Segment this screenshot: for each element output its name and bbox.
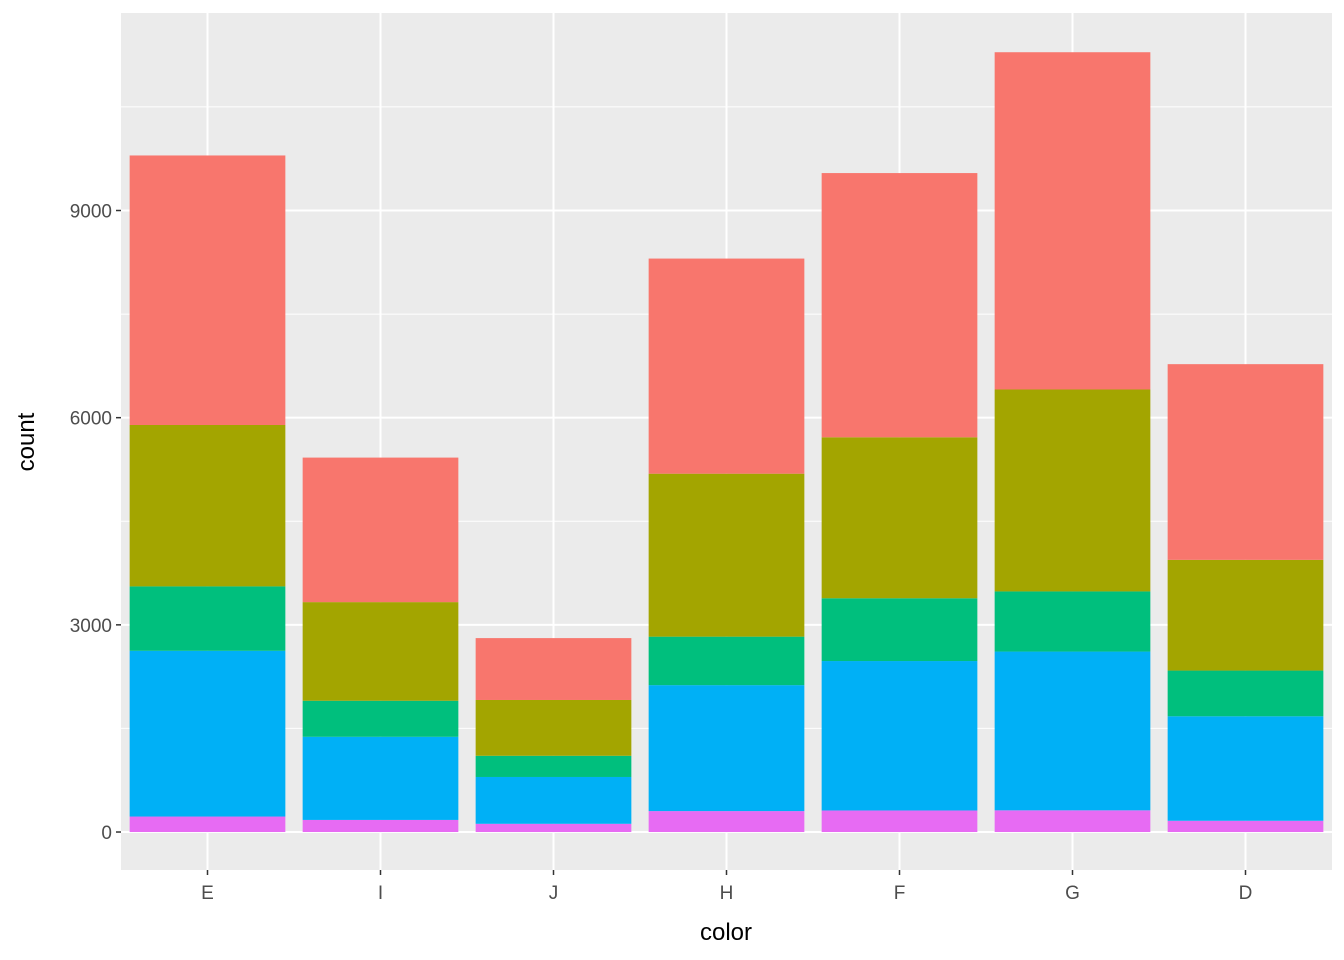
- bar-segment-D-3: [1167, 559, 1324, 671]
- bar-segment-I-1: [302, 736, 459, 820]
- y-axis-title: count: [13, 412, 40, 471]
- bar-segment-E-2: [129, 586, 286, 651]
- bar-segment-I-3: [302, 602, 459, 701]
- x-tick-label: I: [378, 883, 383, 904]
- bar-segment-G-4: [994, 52, 1151, 390]
- y-axis: 0 3000 6000 9000: [70, 202, 121, 844]
- bar-segment-I-4: [302, 457, 459, 603]
- bar-segment-H-2: [648, 636, 805, 686]
- bar-segment-E-0: [129, 816, 286, 833]
- bar-segment-I-2: [302, 700, 459, 737]
- x-tick-label: F: [894, 883, 906, 904]
- bar-segment-J-1: [475, 776, 632, 824]
- x-tick-label: H: [720, 883, 734, 904]
- bar-segment-F-1: [821, 661, 978, 811]
- bar-segment-E-1: [129, 650, 286, 817]
- bar-segment-I-0: [302, 819, 459, 833]
- bar-segment-F-3: [821, 437, 978, 599]
- x-axis-title: color: [700, 919, 752, 946]
- bar-segment-G-2: [994, 591, 1151, 652]
- x-tick-label: G: [1065, 883, 1080, 904]
- bar-segment-J-2: [475, 755, 632, 777]
- bar-segment-D-0: [1167, 820, 1324, 833]
- bars: [129, 52, 1324, 833]
- x-tick-label: E: [201, 883, 214, 904]
- bar-segment-E-3: [129, 424, 286, 587]
- bar-segment-D-4: [1167, 364, 1324, 560]
- bar-segment-D-1: [1167, 716, 1324, 821]
- bar-segment-G-1: [994, 651, 1151, 811]
- bar-segment-J-4: [475, 638, 632, 700]
- bar-segment-E-4: [129, 155, 286, 425]
- x-tick-label: D: [1239, 883, 1253, 904]
- bar-segment-F-4: [821, 173, 978, 438]
- bar-segment-H-3: [648, 473, 805, 637]
- bar-segment-G-3: [994, 389, 1151, 592]
- bar-segment-H-0: [648, 811, 805, 833]
- bar-segment-J-0: [475, 823, 632, 833]
- bar-segment-H-1: [648, 685, 805, 812]
- bar-segment-D-2: [1167, 670, 1324, 717]
- x-tick-label: J: [549, 883, 559, 904]
- y-tick-label: 0: [101, 823, 112, 844]
- y-tick-label: 9000: [70, 202, 112, 223]
- y-tick-label: 6000: [70, 409, 112, 430]
- bar-segment-J-3: [475, 699, 632, 756]
- bar-segment-G-0: [994, 810, 1151, 833]
- y-tick-label: 3000: [70, 616, 112, 637]
- bar-segment-F-0: [821, 810, 978, 833]
- bar-segment-H-4: [648, 258, 805, 474]
- bar-segment-F-2: [821, 598, 978, 662]
